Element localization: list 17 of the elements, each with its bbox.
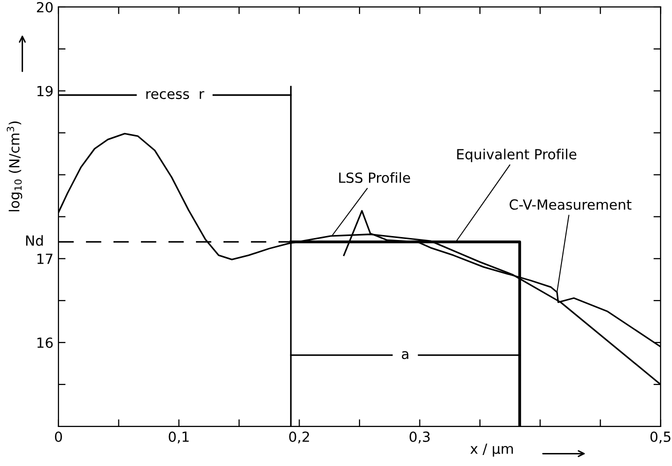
annotation: C-V-Measurement <box>510 199 632 210</box>
annotation: Nd <box>26 235 43 246</box>
annotation: recess r <box>146 91 204 100</box>
x-tick-label: 0 <box>54 431 62 442</box>
y-axis-title: log$_{10}$ (N/cm$^{3}$) <box>6 121 22 212</box>
x-axis-title: x / µm <box>470 444 513 457</box>
y-tick-label: 20 <box>36 2 53 12</box>
x-tick-label: 0,2 <box>289 431 309 444</box>
x-tick-label: 0,5 <box>650 431 670 444</box>
y-tick-label: 17 <box>37 254 52 264</box>
y-tick-label: 16 <box>37 337 53 348</box>
y-tick-label: 19 <box>37 86 53 96</box>
annotation: LSS Profile <box>339 172 410 183</box>
x-tick-label: 0,1 <box>168 431 189 444</box>
annotation: Equivalent Profile <box>457 148 576 162</box>
x-tick-label: 0,3 <box>410 431 430 444</box>
annotation: a <box>402 351 408 360</box>
